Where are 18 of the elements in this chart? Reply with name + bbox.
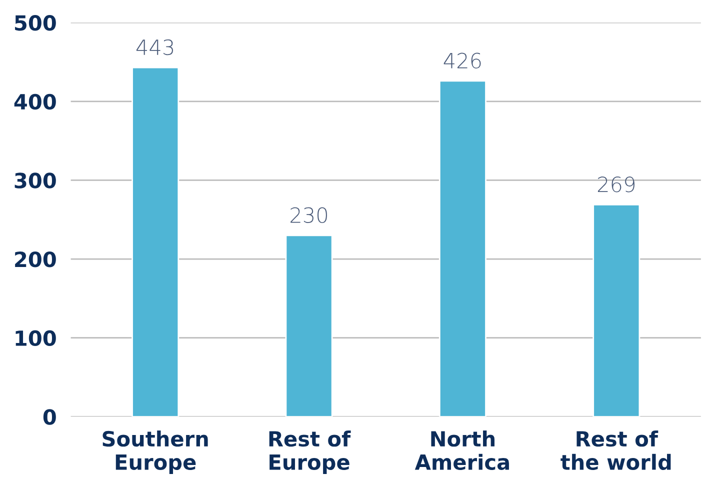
data-label: 230 — [290, 207, 327, 224]
y-tick-label: 500 — [15, 15, 56, 31]
x-tick-label: Rest of the world — [560, 430, 671, 470]
x-tick-label: Southern Europe — [102, 430, 208, 474]
bar — [592, 204, 640, 417]
data-label: 443 — [136, 39, 174, 56]
bar — [132, 66, 180, 417]
x-tick-label: North America — [414, 430, 509, 470]
bar — [438, 80, 486, 417]
data-label: 269 — [598, 176, 634, 192]
y-tick-label: 300 — [14, 172, 56, 188]
y-tick-label: 0 — [43, 409, 56, 425]
y-tick-label: 100 — [16, 330, 56, 346]
y-tick-label: 400 — [14, 94, 56, 110]
data-label: 426 — [444, 52, 481, 69]
y-tick-label: 200 — [15, 251, 56, 268]
x-tick-label: Rest of Europe — [269, 430, 351, 474]
bar — [285, 234, 333, 417]
